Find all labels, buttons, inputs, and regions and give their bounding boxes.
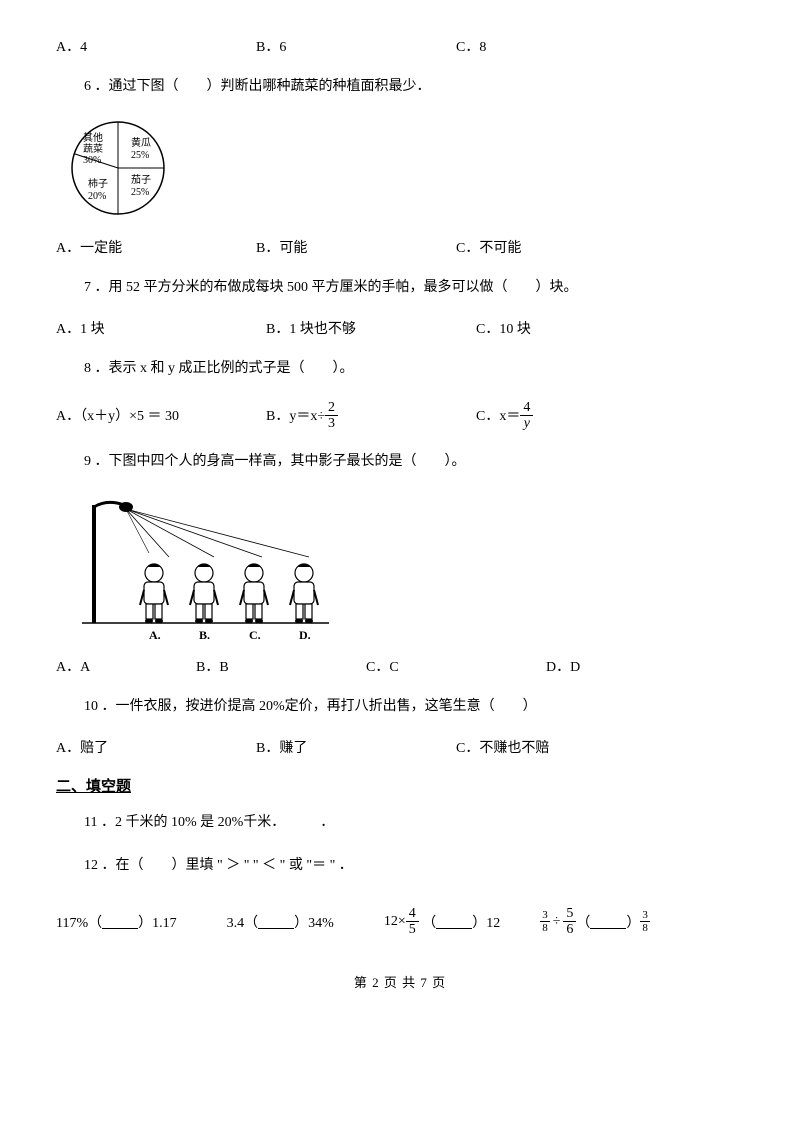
option-c: C．不赚也不赔 [456, 737, 549, 757]
q9-figure: A. B. C. D. [74, 493, 744, 648]
q6-pie-chart: 黄瓜 25% 茄子 25% 柿子 20% 其他 蔬菜 30% [68, 117, 744, 219]
fraction-2-3: 2 3 [325, 400, 338, 432]
option-c: C．10 块 [476, 318, 531, 338]
q12-item-2: 3.4（）34% [227, 912, 334, 932]
slice-label-qita2: 蔬菜 [83, 143, 103, 155]
q12-item-3: 12× 4 5 （）12 [384, 906, 500, 938]
q8-options: A．（x＋y）×5 ＝ 30 B．y＝x÷ 2 3 C．x＝ 4 y [56, 400, 744, 432]
option-a: A．4 [56, 36, 256, 56]
option-c: C．不可能 [456, 237, 521, 257]
q7-options: A．1 块 B．1 块也不够 C．10 块 [56, 318, 744, 338]
q7-text: 7 ．用 52 平方分米的布做成每块 500 平方厘米的手帕，最多可以做（ ）块… [56, 275, 744, 300]
opt-c-prefix: C．x＝ [476, 405, 520, 425]
q10-options: A．赔了 B．赚了 C．不赚也不赔 [56, 737, 744, 757]
fraction-5-6: 5 6 [563, 906, 576, 938]
opt-b-prefix: B．y＝x÷ [266, 405, 325, 425]
q9-text: 9 ．下图中四个人的身高一样高，其中影子最长的是（ ）。 [56, 449, 744, 474]
page-footer: 第 2 页 共 7 页 [56, 972, 744, 991]
option-a: A．赔了 [56, 737, 256, 757]
fig-label-d: D. [299, 628, 311, 642]
fraction-3-8a: 3 8 [540, 909, 550, 934]
q5-options: A．4 B．6 C．8 [56, 36, 744, 56]
option-a: A．一定能 [56, 237, 256, 257]
option-c: C．x＝ 4 y [476, 400, 533, 432]
option-b: B．6 [256, 36, 456, 56]
slice-pct-qiezi: 25% [131, 187, 149, 198]
q12-text: 12 ．在（ ）里填 " ＞ " " ＜ " 或 "＝ " ． [56, 853, 744, 878]
kid-c [240, 564, 268, 624]
kid-d [290, 564, 318, 624]
fig-label-b: B. [199, 628, 210, 642]
blank-4[interactable] [590, 914, 626, 929]
slice-pct-qita: 30% [83, 155, 101, 166]
option-a: A．1 块 [56, 318, 266, 338]
q12-items: 117%（）1.17 3.4（）34% 12× 4 5 （）12 3 8 ÷ 5… [56, 906, 744, 938]
shadow-svg: A. B. C. D. [74, 493, 334, 643]
slice-label-qita: 其他 [83, 131, 103, 144]
fig-label-a: A. [149, 628, 161, 642]
slice-pct-shizi: 20% [88, 191, 106, 202]
q6-options: A．一定能 B．可能 C．不可能 [56, 237, 744, 257]
blank-1[interactable] [102, 914, 138, 929]
option-c: C．C [366, 656, 546, 676]
fraction-3-8b: 3 8 [640, 909, 650, 934]
q10-text: 10 ．一件衣服，按进价提高 20%定价，再打八折出售，这笔生意（ ） [56, 694, 744, 719]
slice-pct-huanggua: 25% [131, 150, 149, 161]
option-a: A．A [56, 656, 196, 676]
fig-label-c: C. [249, 628, 261, 642]
fraction-4-y: 4 y [520, 400, 533, 432]
option-b: B．B [196, 656, 366, 676]
option-a: A．（x＋y）×5 ＝ 30 [56, 405, 266, 425]
section-2-heading: 二、填空题 [56, 775, 744, 796]
q6-text: 6 ．通过下图（ ）判断出哪种蔬菜的种植面积最少． [56, 74, 744, 99]
option-b: B．y＝x÷ 2 3 [266, 400, 476, 432]
blank-2[interactable] [258, 914, 294, 929]
option-c: C．8 [456, 36, 486, 56]
fraction-4-5: 4 5 [406, 906, 419, 938]
kid-a [140, 564, 168, 624]
option-d: D．D [546, 656, 580, 676]
q12-item-1: 117%（）1.17 [56, 912, 177, 932]
option-b: B．1 块也不够 [266, 318, 476, 338]
blank-3[interactable] [436, 914, 472, 929]
slice-label-huanggua: 黄瓜 [131, 136, 151, 149]
page-content: A．4 B．6 C．8 6 ．通过下图（ ）判断出哪种蔬菜的种植面积最少． 黄瓜… [0, 0, 800, 1011]
q9-options: A．A B．B C．C D．D [56, 656, 744, 676]
q12-item-4: 3 8 ÷ 5 6 （） 3 8 [540, 906, 650, 938]
q11-text: 11 ．2 千米的 10% 是 20%千米． ． [56, 810, 744, 835]
pie-svg: 黄瓜 25% 茄子 25% 柿子 20% 其他 蔬菜 30% [68, 117, 178, 219]
slice-label-shizi: 柿子 [88, 177, 108, 190]
kid-b [190, 564, 218, 624]
option-b: B．赚了 [256, 737, 456, 757]
option-b: B．可能 [256, 237, 456, 257]
slice-label-qiezi: 茄子 [131, 173, 151, 186]
q8-text: 8 ．表示 x 和 y 成正比例的式子是（ ）。 [56, 356, 744, 381]
